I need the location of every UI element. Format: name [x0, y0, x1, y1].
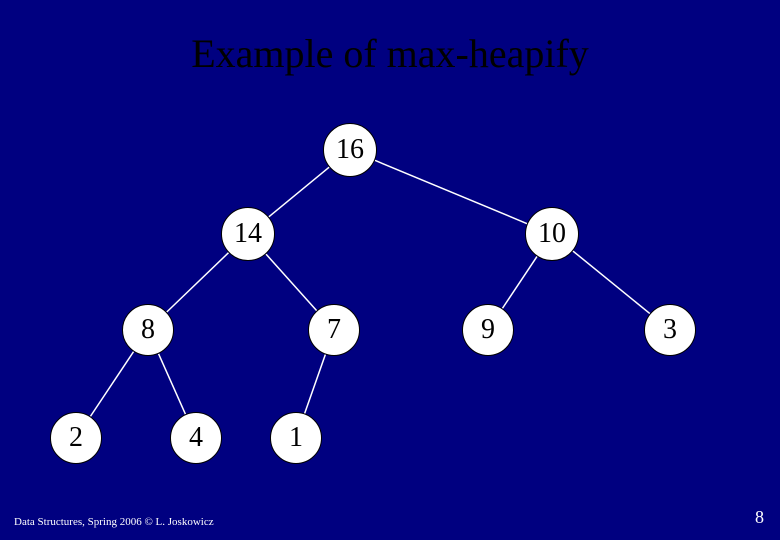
tree-edge	[167, 253, 229, 312]
tree-edge	[159, 354, 186, 414]
tree-node: 3	[644, 304, 696, 356]
tree-edges	[0, 0, 780, 540]
tree-edge	[375, 160, 527, 223]
tree-node: 7	[308, 304, 360, 356]
tree-node: 9	[462, 304, 514, 356]
tree-edge	[305, 355, 326, 414]
page-number: 8	[755, 507, 764, 528]
slide-title: Example of max-heapify	[0, 30, 780, 77]
tree-edge	[90, 352, 133, 417]
footer-text: Data Structures, Spring 2006 © L. Joskow…	[14, 516, 214, 528]
tree-edge	[269, 167, 329, 217]
tree-node: 1	[270, 412, 322, 464]
tree-edge	[502, 256, 537, 308]
tree-node: 14	[221, 207, 275, 261]
tree-node: 2	[50, 412, 102, 464]
slide-stage: Example of max-heapify Data Structures, …	[0, 0, 780, 540]
tree-edge	[573, 251, 650, 314]
tree-edge	[266, 254, 317, 311]
tree-node: 16	[323, 123, 377, 177]
tree-node: 10	[525, 207, 579, 261]
tree-node: 4	[170, 412, 222, 464]
tree-node: 8	[122, 304, 174, 356]
